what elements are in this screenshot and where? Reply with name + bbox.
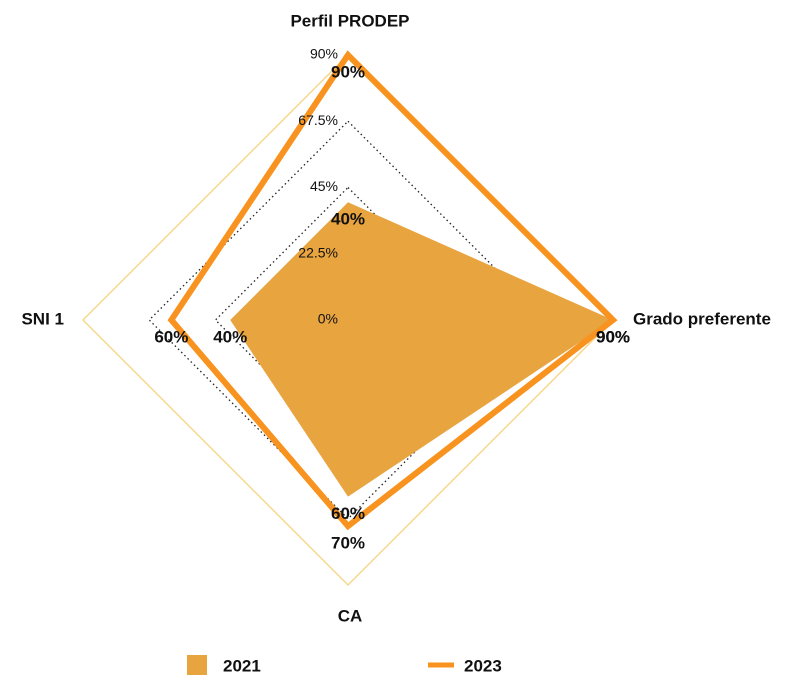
tick-label: 67.5%: [298, 112, 338, 128]
tick-label: 45%: [310, 178, 338, 194]
value-label: 40%: [213, 327, 247, 346]
value-label: 70%: [331, 534, 365, 553]
value-label: 90%: [596, 327, 630, 346]
value-label: 60%: [331, 504, 365, 523]
value-label: 40%: [331, 210, 365, 229]
axis-label: CA: [338, 606, 363, 625]
legend-label: 2021: [223, 656, 261, 675]
tick-label: 22.5%: [298, 244, 338, 260]
series-line: [167, 50, 618, 531]
legend-swatch: [187, 655, 207, 675]
axis-label: Perfil PRODEP: [290, 11, 409, 30]
tick-label: 0%: [318, 311, 338, 327]
legend-label: 2023: [464, 656, 502, 675]
value-label: 90%: [331, 62, 365, 81]
series-area: [230, 202, 613, 497]
axis-label: Grado preferente: [633, 309, 771, 328]
value-label: 60%: [154, 327, 188, 346]
value-label: 90%: [596, 327, 630, 346]
axis-label: SNI 1: [21, 309, 64, 328]
tick-label: 90%: [310, 46, 338, 62]
